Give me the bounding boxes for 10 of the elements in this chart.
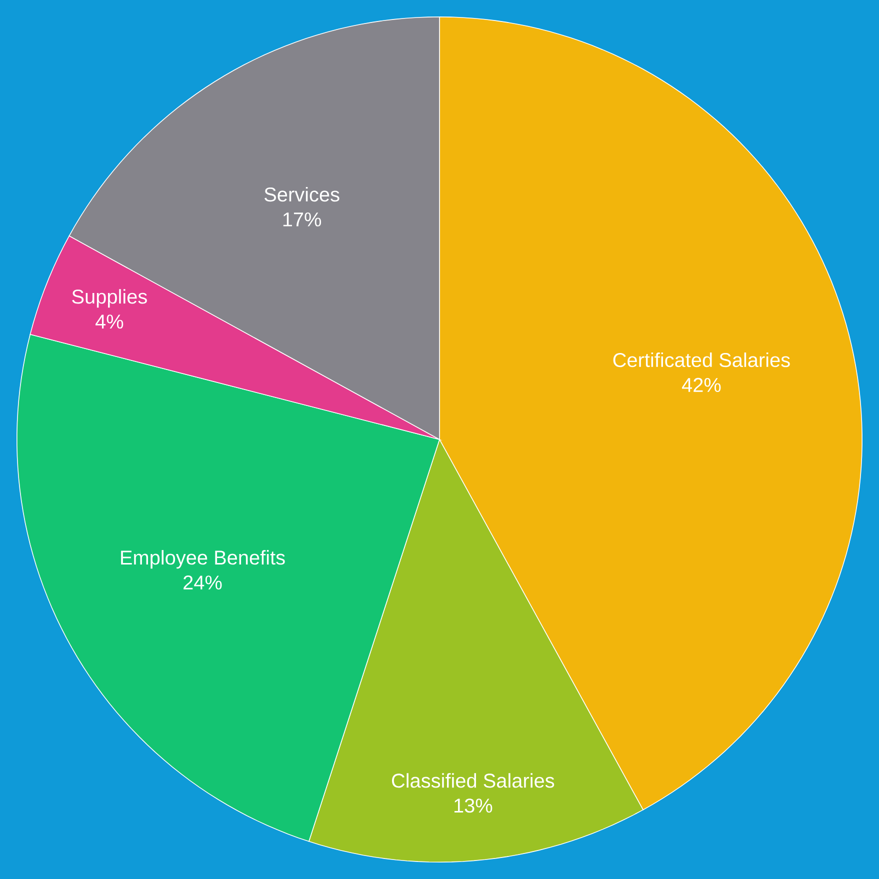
slice-label: Classified Salaries <box>392 773 554 788</box>
data-label: 42% <box>682 378 721 392</box>
slice-label: Employee Benefits <box>121 550 285 569</box>
slice-label: Supplies <box>72 289 147 308</box>
slice-label: Certificated Salaries <box>613 352 790 368</box>
data-label: 17% <box>283 212 322 226</box>
data-label: 4% <box>96 314 124 329</box>
data-label: 24% <box>184 575 222 590</box>
data-label: 13% <box>454 798 492 813</box>
slice-label: Services <box>264 186 340 202</box>
